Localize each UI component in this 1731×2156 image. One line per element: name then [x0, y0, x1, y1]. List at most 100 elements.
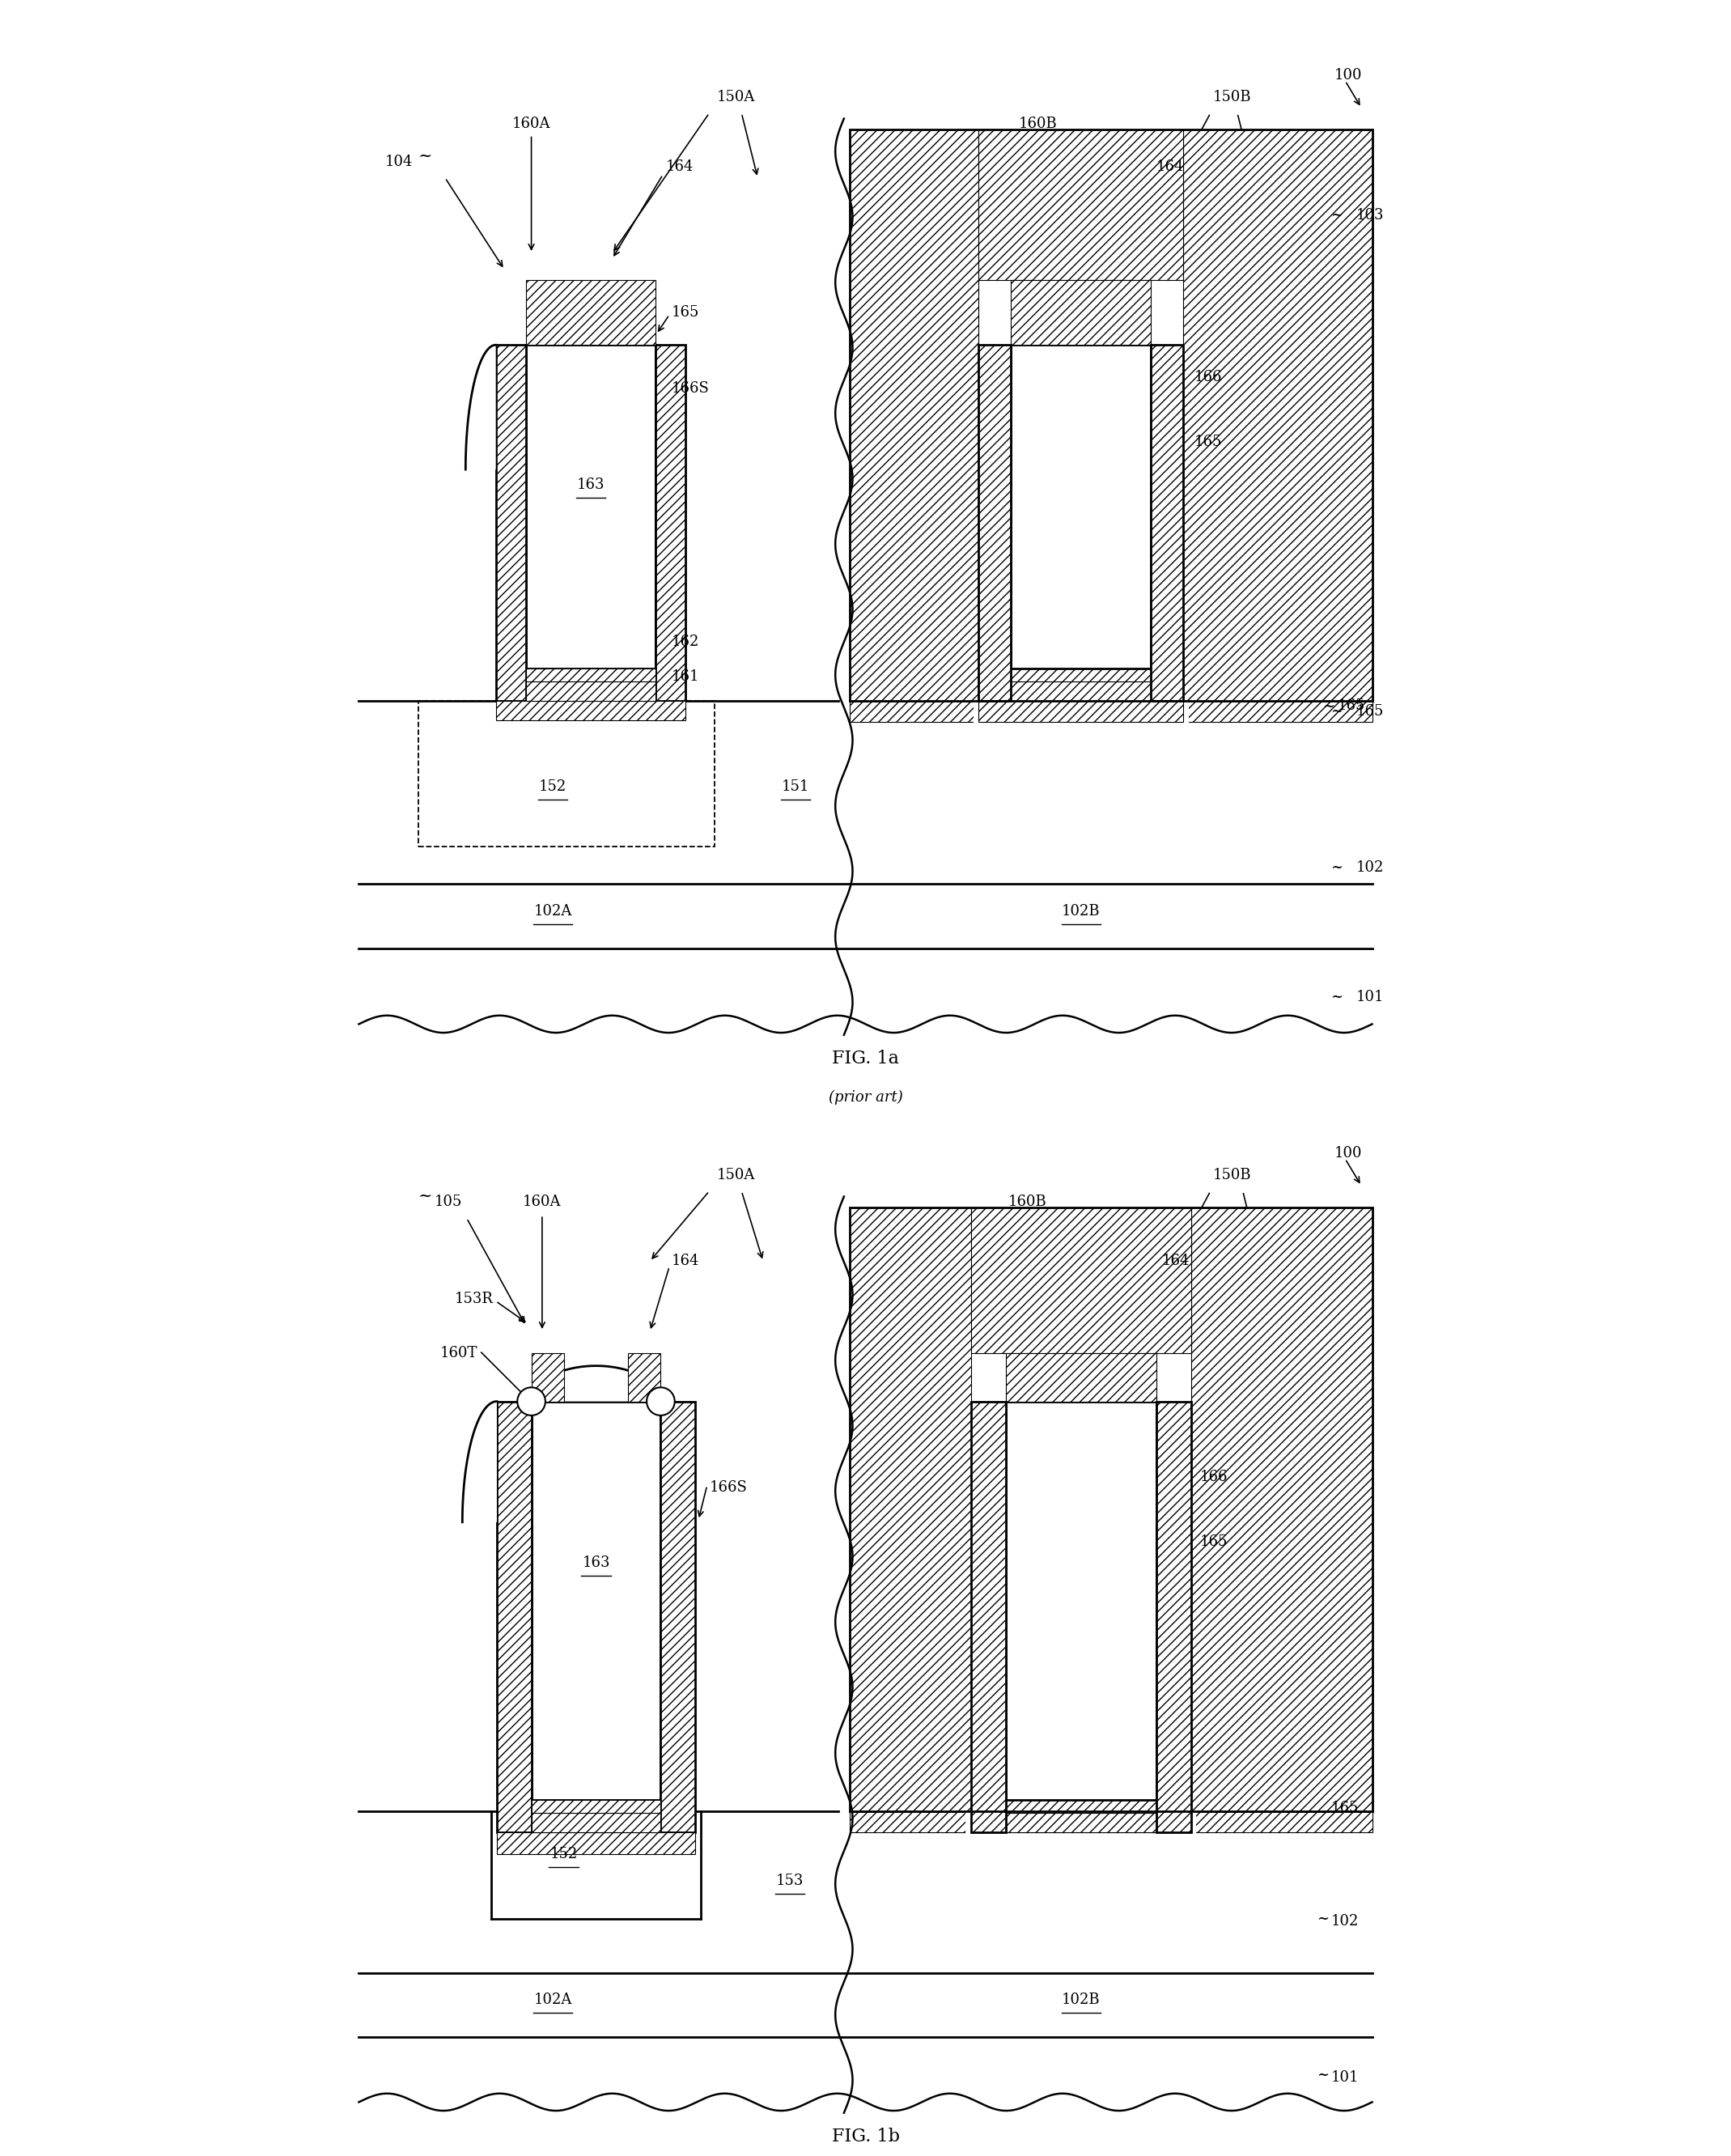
- Text: 102: 102: [1355, 860, 1383, 875]
- Text: 102B: 102B: [1061, 903, 1101, 918]
- Bar: [971, 1401, 1006, 1833]
- Text: 150B: 150B: [1213, 1169, 1252, 1181]
- Text: 164: 164: [1162, 1255, 1189, 1268]
- Text: ~: ~: [1322, 699, 1335, 714]
- Bar: [531, 1401, 661, 1800]
- Bar: [850, 1207, 1373, 1811]
- Text: 103: 103: [1355, 209, 1383, 222]
- Bar: [1011, 668, 1151, 681]
- Polygon shape: [466, 345, 495, 470]
- Text: 162: 162: [672, 634, 699, 649]
- Bar: [1151, 345, 1184, 701]
- Polygon shape: [462, 1401, 497, 1522]
- Text: 101: 101: [1355, 990, 1383, 1005]
- Text: 150A: 150A: [717, 1169, 755, 1181]
- Text: 160B: 160B: [1007, 1194, 1047, 1210]
- Bar: [1191, 1207, 1373, 1811]
- Text: 151: 151: [781, 780, 810, 793]
- Text: 165: 165: [1194, 436, 1222, 448]
- Text: 165: 165: [1200, 1535, 1227, 1548]
- Bar: [497, 1401, 531, 1833]
- Text: 166S: 166S: [672, 382, 710, 395]
- Bar: [850, 129, 1373, 701]
- Text: ~: ~: [1317, 1912, 1329, 1925]
- Bar: [850, 1811, 1373, 1833]
- Bar: [850, 1207, 971, 1811]
- Text: 153: 153: [775, 1874, 803, 1889]
- Bar: [526, 280, 656, 345]
- Text: 152: 152: [550, 1848, 578, 1861]
- Bar: [971, 1811, 1191, 1833]
- Text: ~: ~: [1317, 1798, 1329, 1813]
- Bar: [1011, 681, 1151, 701]
- Text: FIG. 1a: FIG. 1a: [833, 1050, 898, 1067]
- Circle shape: [518, 1388, 545, 1414]
- Text: 104: 104: [384, 155, 412, 168]
- Bar: [971, 1207, 1191, 1354]
- Bar: [526, 668, 656, 681]
- Text: 160B: 160B: [1018, 116, 1058, 132]
- Bar: [497, 1833, 696, 1854]
- Text: 100: 100: [1335, 69, 1362, 82]
- Bar: [1156, 1401, 1191, 1833]
- Text: FIG. 1b: FIG. 1b: [831, 2128, 900, 2145]
- Bar: [661, 1401, 696, 1833]
- Bar: [419, 701, 715, 845]
- Text: ~: ~: [1317, 2068, 1329, 2083]
- Text: 152: 152: [538, 780, 566, 793]
- Text: 163: 163: [582, 1557, 609, 1570]
- Text: 102B: 102B: [1061, 1992, 1101, 2007]
- Bar: [526, 681, 656, 701]
- Text: 102: 102: [1331, 1915, 1359, 1927]
- Text: 102A: 102A: [533, 1992, 571, 2007]
- Text: 150A: 150A: [717, 91, 755, 103]
- Text: 160T: 160T: [440, 1345, 478, 1360]
- Text: 165: 165: [1355, 705, 1383, 718]
- Bar: [531, 1813, 661, 1833]
- Polygon shape: [531, 1367, 661, 1401]
- Text: 160A: 160A: [523, 1194, 561, 1210]
- Bar: [850, 1207, 1373, 1811]
- Text: 164: 164: [666, 160, 694, 175]
- Text: 166: 166: [1194, 371, 1222, 384]
- Text: (prior art): (prior art): [829, 1091, 902, 1104]
- Bar: [978, 345, 1011, 701]
- Text: 165: 165: [1331, 1800, 1359, 1815]
- Text: 153R: 153R: [455, 1291, 493, 1307]
- Bar: [628, 1354, 661, 1401]
- Text: 161: 161: [672, 671, 699, 683]
- Text: 105: 105: [434, 1194, 462, 1210]
- Bar: [978, 129, 1184, 280]
- Text: ~: ~: [1331, 705, 1343, 718]
- Bar: [1006, 1401, 1156, 1800]
- Text: ~: ~: [419, 1188, 433, 1205]
- Text: 100: 100: [1335, 1147, 1362, 1160]
- Text: 150B: 150B: [1213, 91, 1252, 103]
- Text: ~: ~: [1331, 860, 1343, 875]
- Bar: [656, 345, 685, 701]
- Text: 165: 165: [1338, 699, 1366, 714]
- Bar: [1006, 1800, 1156, 1813]
- Text: 164: 164: [1156, 160, 1184, 175]
- Bar: [1006, 1813, 1156, 1833]
- Text: 163: 163: [576, 479, 604, 492]
- Bar: [1011, 280, 1151, 345]
- Bar: [850, 701, 1373, 722]
- Bar: [1184, 129, 1373, 701]
- Bar: [531, 1354, 564, 1401]
- Text: 166: 166: [1200, 1470, 1227, 1483]
- Text: 166S: 166S: [710, 1481, 748, 1494]
- Bar: [495, 701, 685, 720]
- Bar: [850, 129, 1373, 701]
- Bar: [850, 129, 978, 701]
- Text: ~: ~: [1331, 209, 1343, 222]
- Bar: [978, 701, 1184, 722]
- Text: 101: 101: [1331, 2070, 1359, 2085]
- Text: 102A: 102A: [533, 903, 571, 918]
- Bar: [526, 345, 656, 668]
- Text: 160A: 160A: [512, 116, 550, 132]
- Text: 165: 165: [672, 306, 699, 319]
- Text: 164: 164: [672, 1255, 699, 1268]
- Bar: [531, 1800, 661, 1813]
- Text: ~: ~: [1331, 990, 1343, 1005]
